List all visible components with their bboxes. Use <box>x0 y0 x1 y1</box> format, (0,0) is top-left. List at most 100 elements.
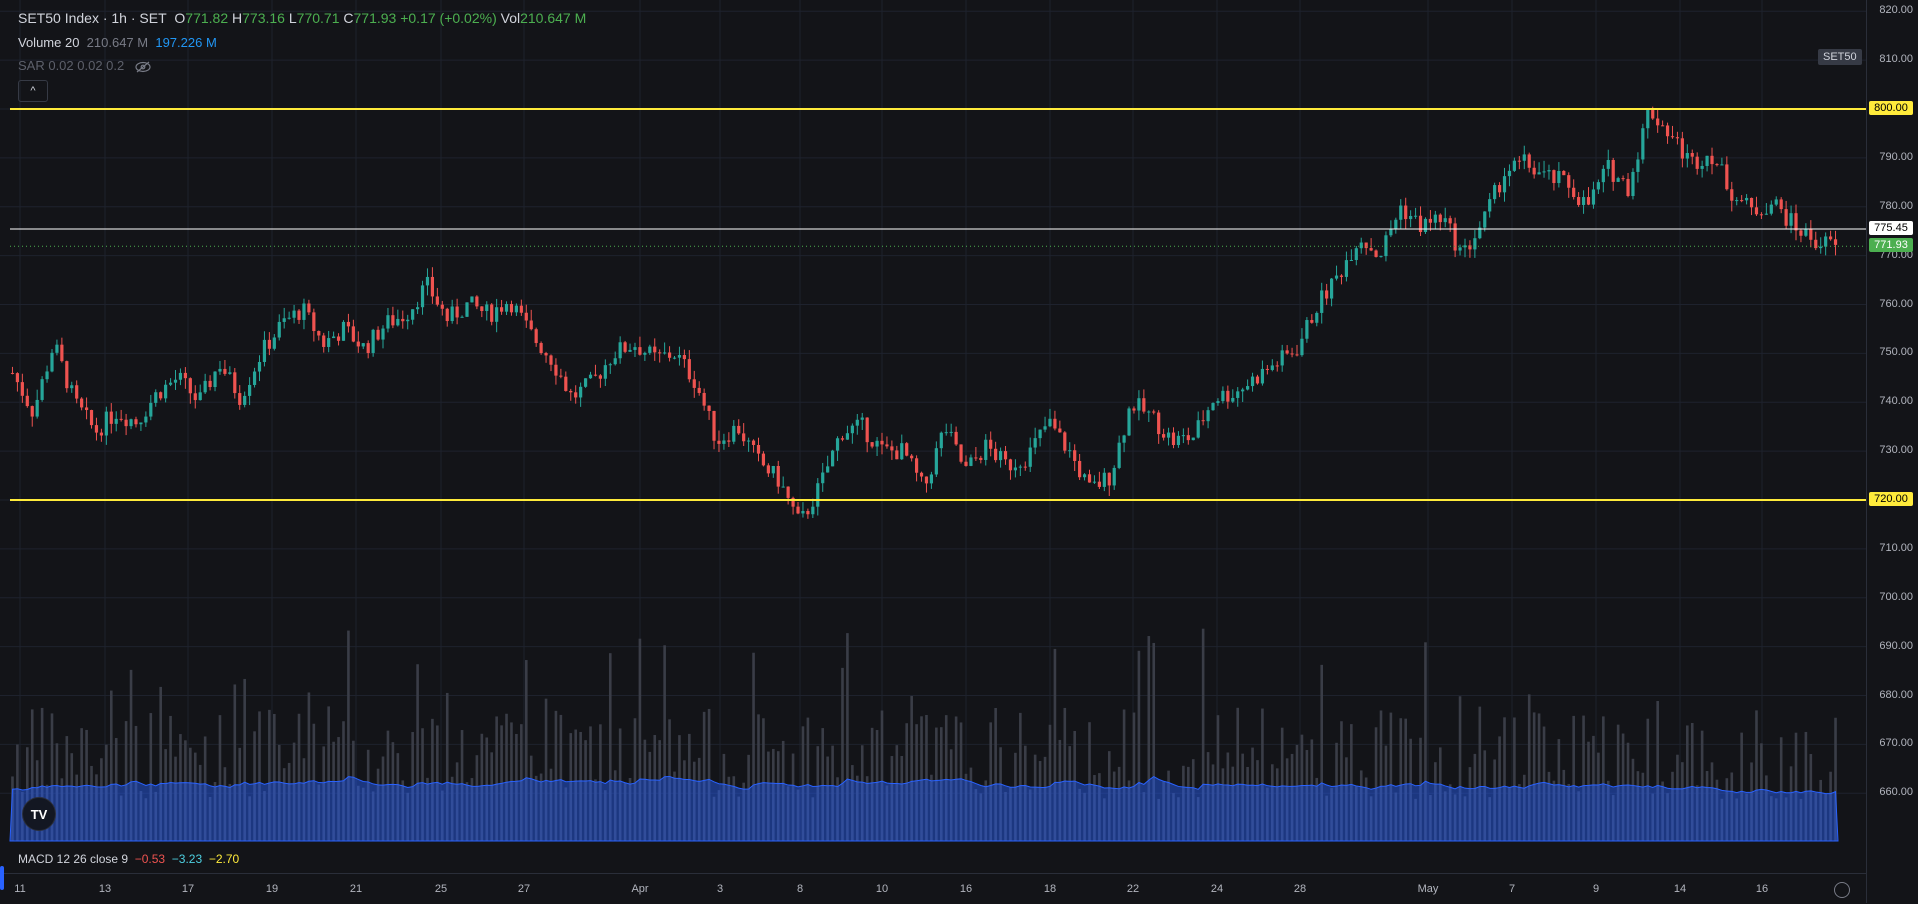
volume-bar <box>1201 628 1205 841</box>
candle-body <box>1073 450 1077 461</box>
candle-body <box>139 422 143 425</box>
time-axis[interactable]: 11 13 17 19 21 25 27 Apr 3 8 10 16 18 22 24 28 May 7 9 14 16 <box>0 873 1866 904</box>
collapse-legend-button[interactable]: ^ <box>18 80 48 102</box>
candle-body <box>485 304 489 312</box>
candle-body <box>1443 218 1447 223</box>
candle-body <box>979 457 983 460</box>
volume-bar <box>737 796 741 841</box>
candle-body <box>583 378 588 387</box>
candle-body <box>628 349 632 352</box>
price-axis[interactable]: 820.00810.00800.00790.00780.00770.00760.… <box>1866 0 1918 903</box>
volume-bar <box>515 733 518 841</box>
volume-bar <box>673 771 676 841</box>
volume-bar <box>465 782 469 841</box>
candle-body <box>1216 401 1220 404</box>
candle-body <box>672 357 677 359</box>
candle-body <box>75 385 79 399</box>
volume-bar <box>1068 746 1072 841</box>
candle-body <box>1043 426 1047 430</box>
candle-body <box>1320 290 1324 313</box>
candle-body <box>677 355 682 358</box>
candle-body <box>1221 390 1225 402</box>
price-tick-label: 740.00 <box>1879 395 1913 408</box>
volume-bar <box>1834 717 1837 841</box>
volume-bar <box>1023 745 1027 841</box>
candle-body <box>1799 230 1803 236</box>
volume-bar <box>1424 642 1427 841</box>
candle-body <box>1651 110 1655 119</box>
volume-bar <box>1122 709 1126 841</box>
volume-bar <box>1147 636 1151 841</box>
candle-body <box>1828 236 1833 240</box>
volume-bar <box>1453 794 1457 841</box>
sar-legend[interactable]: SAR 0.02 0.02 0.2 <box>18 58 152 73</box>
candle-body <box>445 308 449 322</box>
candle-body <box>1226 390 1230 402</box>
volume-bar <box>263 791 266 841</box>
volume-bar <box>890 756 894 841</box>
time-tick-label: 22 <box>1126 883 1140 895</box>
volume-bar <box>801 726 805 841</box>
volume-bar <box>1325 795 1328 841</box>
volume-bar <box>1705 771 1709 841</box>
volume-bar <box>1221 768 1225 841</box>
scroll-handle[interactable] <box>0 866 4 890</box>
hidden-eye-icon[interactable] <box>134 61 152 73</box>
volume-bar <box>119 795 123 841</box>
volume-bar <box>688 733 691 841</box>
candle-body <box>336 336 341 341</box>
volume-bar <box>880 710 884 841</box>
candle-body <box>371 329 375 353</box>
volume-bar <box>529 755 533 841</box>
volume-bar <box>1513 717 1516 841</box>
symbol-title[interactable]: SET50 Index · 1h · SET <box>18 10 167 26</box>
volume-bar <box>732 776 736 841</box>
candle-body <box>702 392 706 406</box>
candle-body <box>411 309 415 320</box>
volume-bar <box>1671 771 1674 841</box>
candle-body <box>1695 156 1699 169</box>
volume-bar <box>1211 764 1215 841</box>
tradingview-logo[interactable]: TV <box>22 797 56 831</box>
candle-body <box>954 431 958 445</box>
macd-legend[interactable]: MACD 12 26 close 9 −0.53 −3.23 −2.70 <box>18 852 239 866</box>
volume-bar <box>767 751 770 841</box>
candle-body <box>1186 435 1190 441</box>
candle-body <box>317 331 321 336</box>
volume-bar <box>796 789 800 841</box>
candle-body <box>959 444 963 462</box>
volume-bar <box>80 728 83 841</box>
volume-bar <box>1463 796 1467 841</box>
candle-body <box>924 476 929 484</box>
volume-bar <box>1073 730 1076 841</box>
candle-body <box>949 431 953 433</box>
volume-bar <box>327 706 330 841</box>
candle-body <box>99 432 103 436</box>
volume-bar <box>1582 715 1585 841</box>
volume-bar <box>594 779 597 841</box>
settings-icon[interactable] <box>1834 882 1850 898</box>
volume-bar <box>781 740 785 841</box>
price-chart[interactable] <box>0 0 1866 873</box>
volume-bar <box>347 630 350 841</box>
candle-body <box>1013 467 1017 471</box>
price-tag: 771.93 <box>1869 238 1913 253</box>
volume-bar <box>297 713 301 841</box>
volume-bar <box>213 782 217 841</box>
volume-legend[interactable]: Volume 20 210.647 M 197.226 M <box>18 35 217 50</box>
volume-bar <box>1231 766 1235 841</box>
candle-body <box>435 296 439 305</box>
volume-bar <box>702 711 706 841</box>
candle-body <box>307 303 311 313</box>
candle-body <box>1285 350 1289 354</box>
volume-bar <box>203 736 207 841</box>
volume-bar <box>1112 771 1116 841</box>
volume-bar <box>440 790 444 841</box>
candle-body <box>1404 205 1408 220</box>
candle-body <box>1522 154 1526 161</box>
candle-body <box>178 372 183 380</box>
candle-body <box>796 506 800 514</box>
chart-pane[interactable]: SET50 Index · 1h · SET O771.82 H773.16 L… <box>0 0 1866 866</box>
candle-body <box>1181 435 1185 437</box>
volume-bar <box>436 725 439 841</box>
